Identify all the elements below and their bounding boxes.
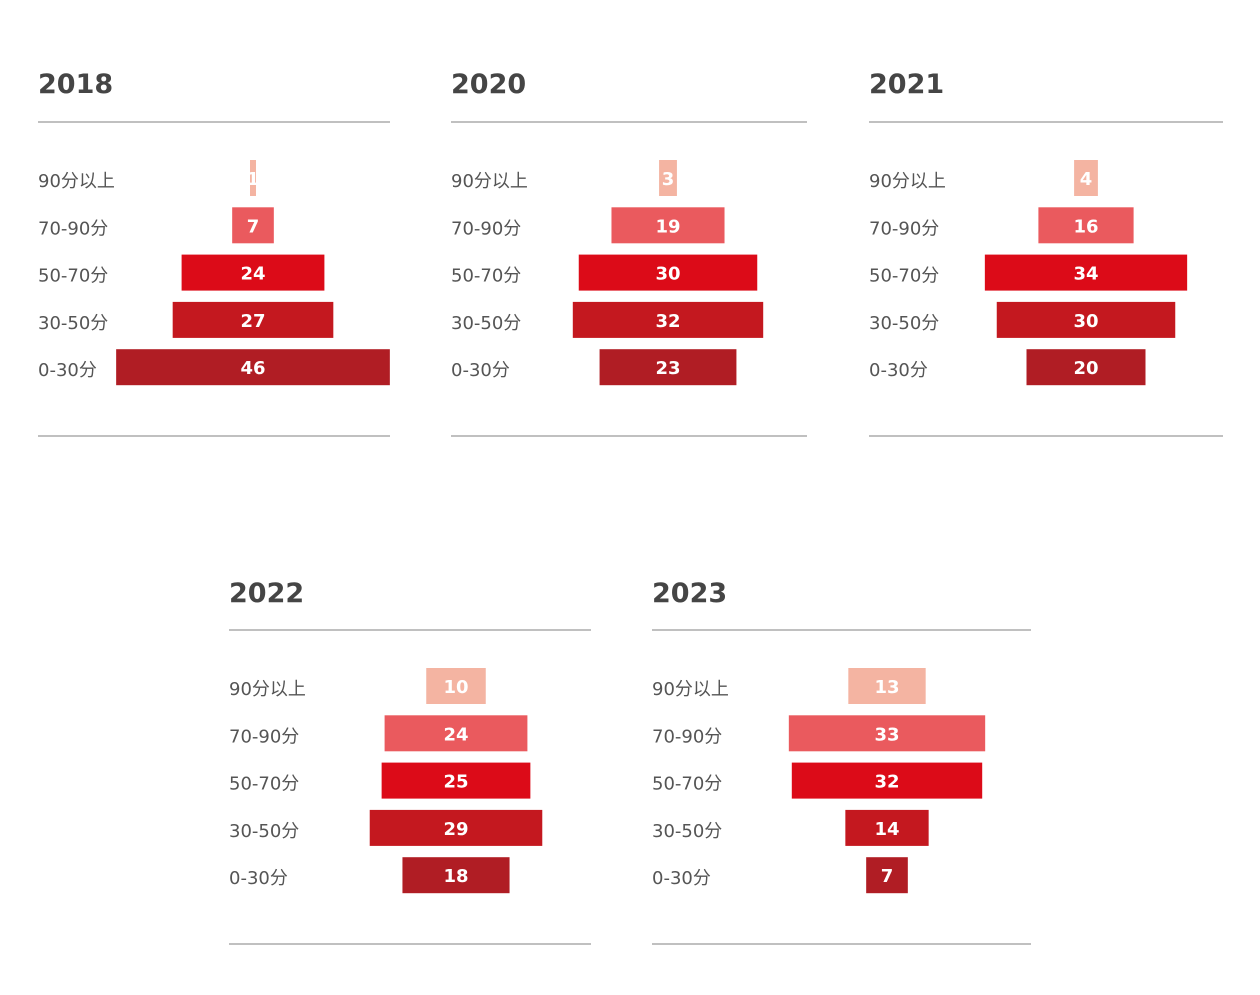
chart-2022-title: 2022: [229, 578, 304, 609]
chart-2022-bar-30-50分: [369, 809, 543, 846]
chart-2020-bar-90分以上: [659, 160, 677, 196]
chart-2018-category-label: 90分以上: [38, 171, 115, 192]
chart-2021-category-label: 50-70分: [869, 266, 939, 287]
chart-2021-value-label: 4: [1080, 169, 1093, 190]
chart-2018-bar-70-90分: [232, 207, 274, 244]
chart-2023-bar-50-70分: [791, 762, 983, 799]
chart-2022-value-label: 29: [443, 819, 468, 840]
chart-2018-category-label: 0-30分: [38, 360, 97, 381]
chart-2018-title: 2018: [38, 69, 113, 100]
chart-2021-category-label: 0-30分: [869, 360, 928, 381]
chart-2022-value-label: 25: [443, 772, 468, 793]
chart-2020-value-label: 23: [655, 358, 680, 379]
chart-2020-bar-0-30分: [599, 349, 737, 386]
chart-2020-category-label: 90分以上: [451, 171, 528, 192]
chart-2022-bar-70-90分: [384, 715, 528, 752]
chart-2023-category-label: 50-70分: [652, 774, 722, 795]
chart-2022-bar-90分以上: [426, 668, 486, 704]
chart-2020-category-label: 30-50分: [451, 313, 521, 334]
chart-2018-value-label: 1: [247, 169, 260, 190]
chart-2021-category-label: 90分以上: [869, 171, 946, 192]
chart-2018-value-label: 27: [240, 311, 265, 332]
chart-2021-value-label: 30: [1073, 311, 1098, 332]
chart-2023-bar-70-90分: [788, 715, 986, 752]
chart-2020-category-label: 50-70分: [451, 266, 521, 287]
chart-2022-category-label: 30-50分: [229, 821, 299, 842]
chart-2022-category-label: 70-90分: [229, 726, 299, 747]
chart-2021-bar-0-30分: [1026, 349, 1146, 386]
chart-2021-bar-30-50分: [996, 301, 1176, 338]
chart-2020-title: 2020: [451, 69, 526, 100]
chart-2020-bar-30-50分: [572, 301, 764, 338]
chart-2020-value-label: 19: [655, 216, 680, 237]
chart-2018-bar-90分以上: [250, 160, 256, 196]
chart-2020-value-label: 32: [655, 311, 680, 332]
chart-2023-bar-30-50分: [845, 809, 929, 846]
chart-2021-bar-90分以上: [1074, 160, 1098, 196]
chart-2021-value-label: 34: [1073, 264, 1098, 285]
chart-2023-value-label: 33: [874, 724, 899, 745]
chart-2023-bar-90分以上: [848, 668, 926, 704]
chart-2022-bar-0-30分: [402, 857, 510, 894]
chart-2021-value-label: 20: [1073, 358, 1098, 379]
chart-2022-category-label: 0-30分: [229, 868, 288, 889]
chart-2018-bar-0-30分: [116, 349, 390, 386]
chart-2021-title: 2021: [869, 69, 944, 100]
chart-2023-value-label: 14: [874, 819, 899, 840]
chart-2018-value-label: 46: [240, 358, 265, 379]
chart-2018-bar-30-50分: [172, 301, 334, 338]
chart-2020-bar-70-90分: [611, 207, 725, 244]
chart-2020-category-label: 70-90分: [451, 218, 521, 239]
chart-2023-title: 2023: [652, 578, 727, 609]
chart-2023-category-label: 30-50分: [652, 821, 722, 842]
chart-2023-category-label: 0-30分: [652, 868, 711, 889]
chart-2020-value-label: 30: [655, 264, 680, 285]
chart-2023-value-label: 13: [874, 677, 899, 698]
chart-2018-category-label: 30-50分: [38, 313, 108, 334]
chart-2020-value-label: 3: [662, 169, 675, 190]
chart-2018-category-label: 70-90分: [38, 218, 108, 239]
chart-2021-bar-70-90分: [1038, 207, 1134, 244]
chart-2022-value-label: 10: [443, 677, 468, 698]
chart-2022-category-label: 50-70分: [229, 774, 299, 795]
chart-2022-value-label: 18: [443, 866, 468, 887]
chart-2021-value-label: 16: [1073, 216, 1098, 237]
chart-2018-value-label: 24: [240, 264, 265, 285]
chart-2022-category-label: 90分以上: [229, 679, 306, 700]
chart-2021-category-label: 30-50分: [869, 313, 939, 334]
chart-2022-bar-50-70分: [381, 762, 531, 799]
chart-2018-bar-50-70分: [181, 254, 325, 291]
chart-2023-category-label: 70-90分: [652, 726, 722, 747]
chart-2020-bar-50-70分: [578, 254, 758, 291]
chart-2018-value-label: 7: [247, 216, 260, 237]
chart-2022-value-label: 24: [443, 724, 468, 745]
chart-2023-category-label: 90分以上: [652, 679, 729, 700]
chart-2023-bar-0-30分: [866, 857, 908, 894]
chart-2020-category-label: 0-30分: [451, 360, 510, 381]
chart-2023-value-label: 7: [881, 866, 894, 887]
chart-2018-category-label: 50-70分: [38, 266, 108, 287]
chart-2021-bar-50-70分: [984, 254, 1188, 291]
chart-2021-category-label: 70-90分: [869, 218, 939, 239]
chart-2023-value-label: 32: [874, 772, 899, 793]
